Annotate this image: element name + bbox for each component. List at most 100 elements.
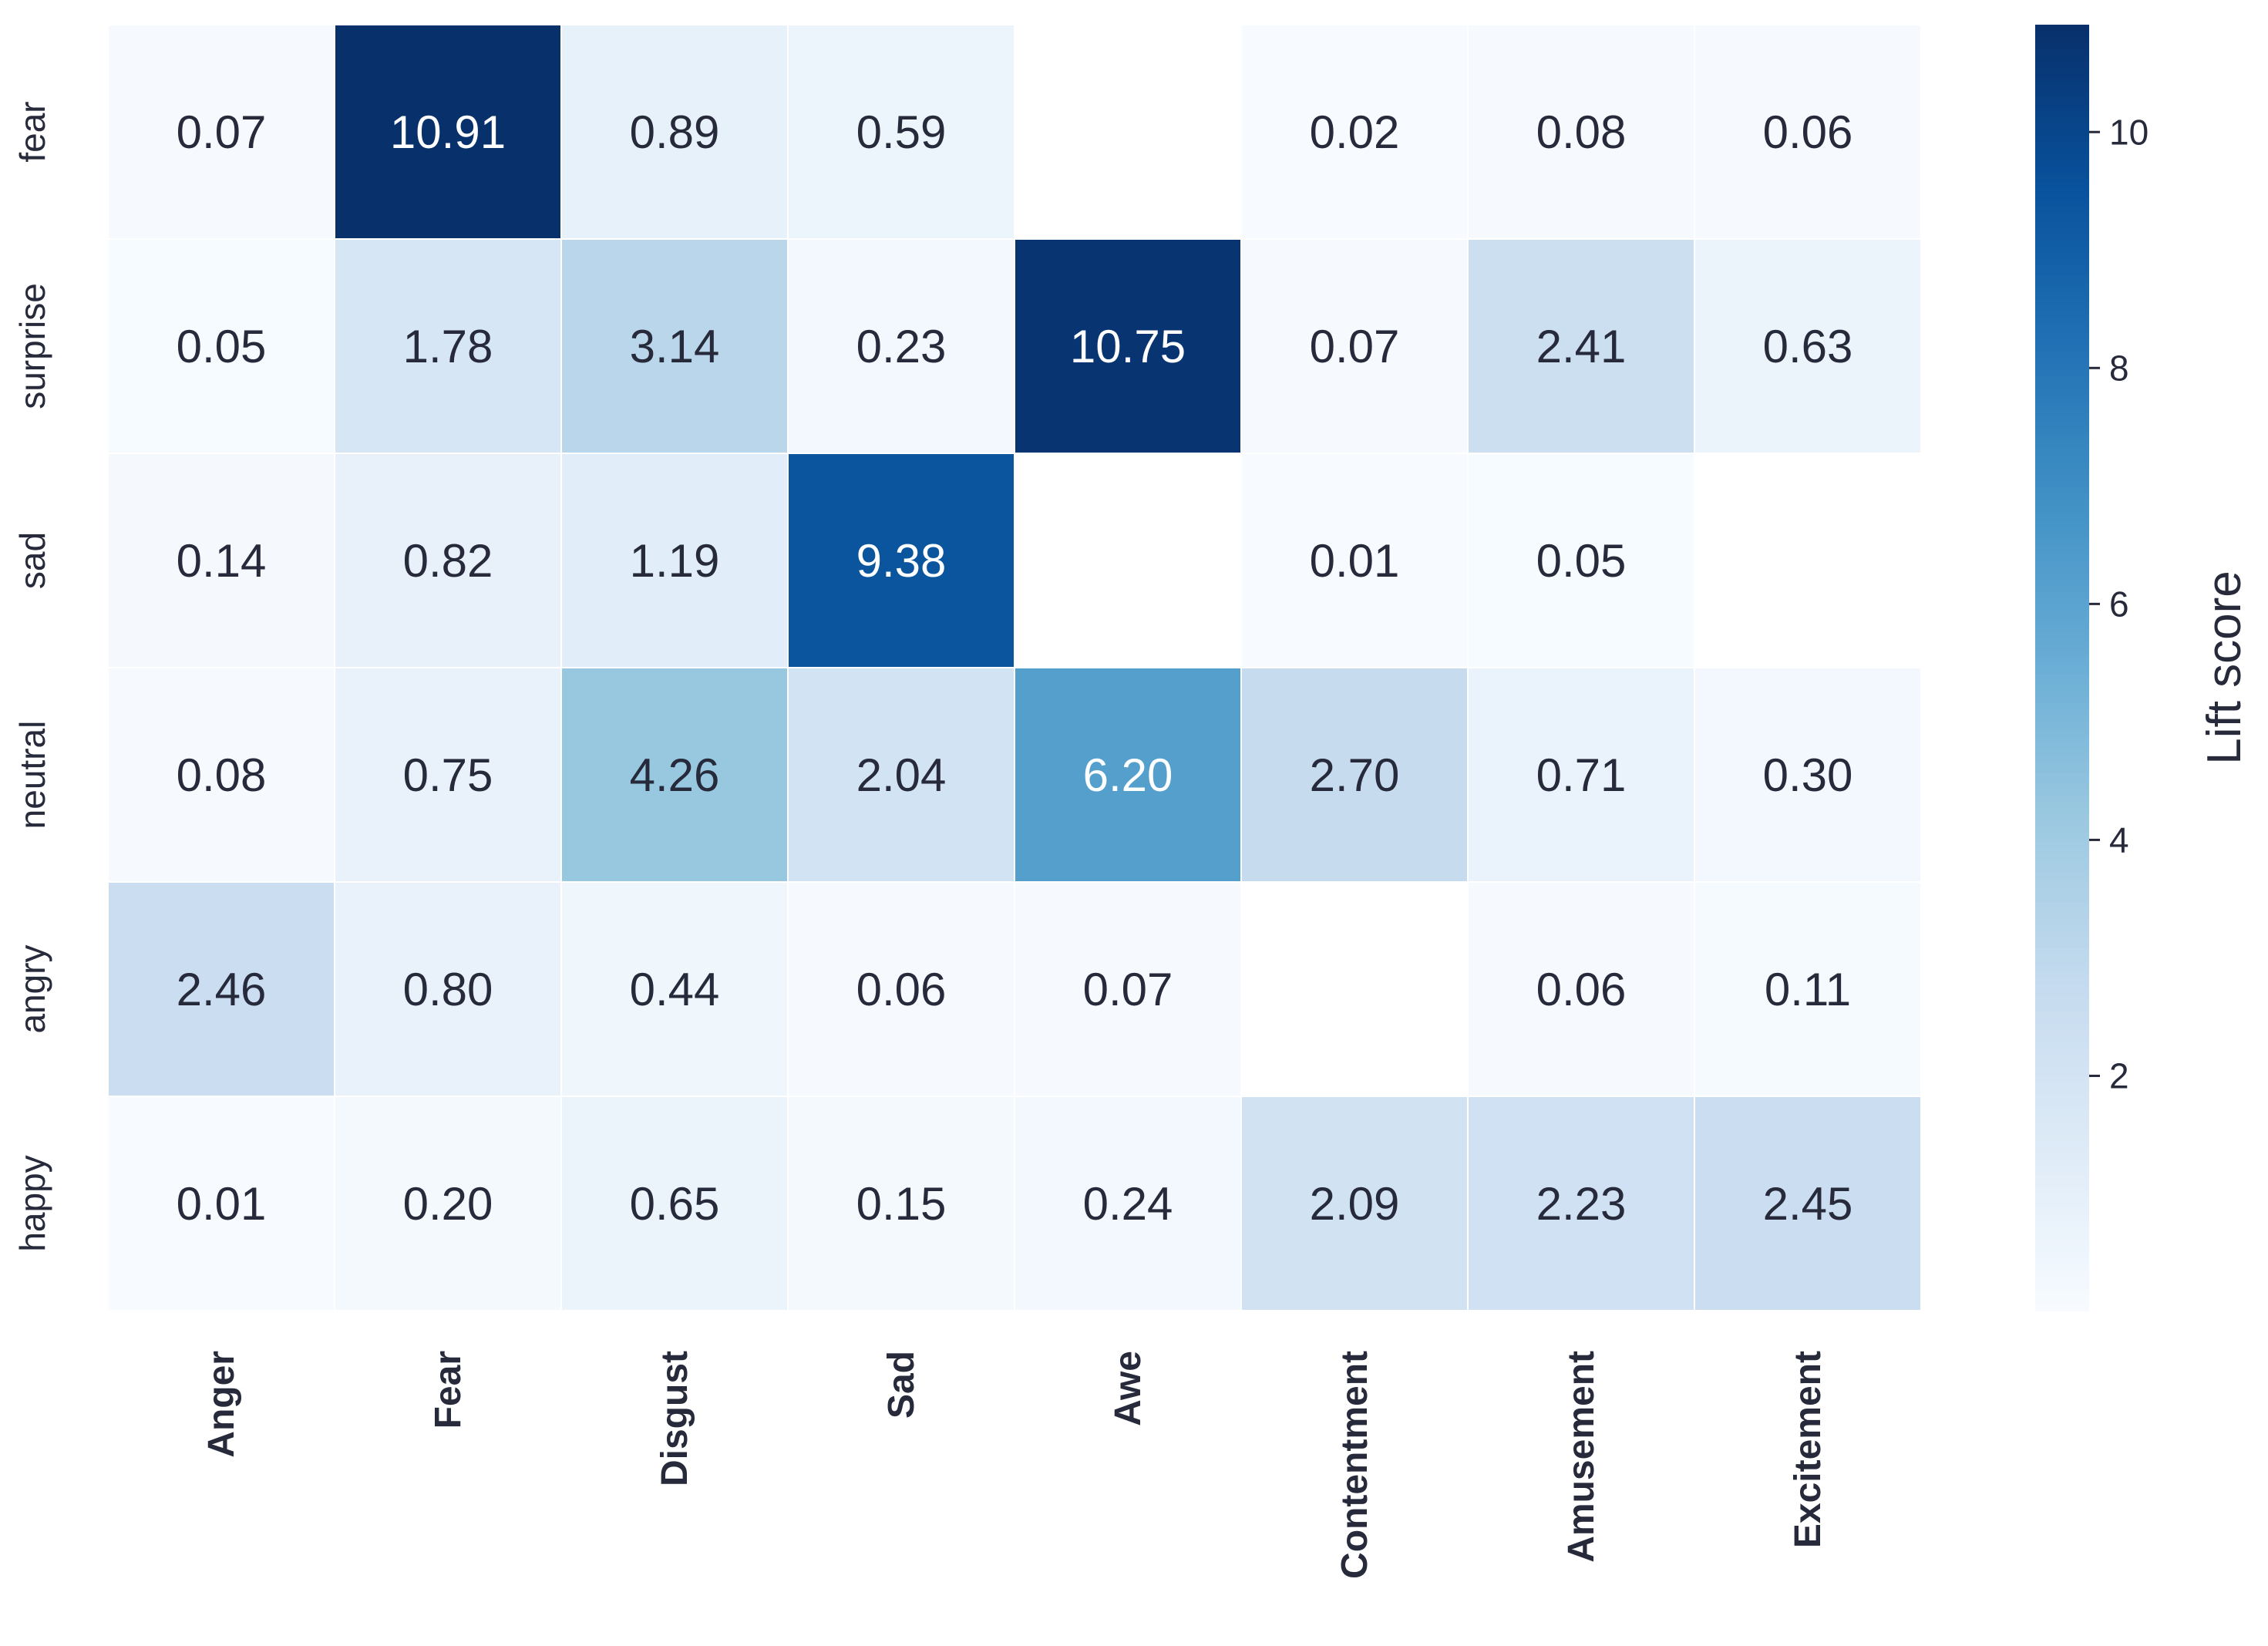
colorbar-segment <box>2035 1293 2089 1300</box>
colorbar-segment <box>2035 153 2089 160</box>
colorbar-segment <box>2035 498 2089 505</box>
colorbar-segment <box>2035 1182 2089 1189</box>
colorbar-segment <box>2035 655 2089 663</box>
colorbar-segment <box>2035 948 2089 955</box>
heatmap-cell <box>1467 238 1695 454</box>
colorbar-segment <box>2035 123 2089 131</box>
colorbar-segment <box>2035 457 2089 464</box>
heatmap-cell <box>334 881 562 1097</box>
heatmap-cell <box>1240 24 1469 240</box>
colorbar-segment <box>2035 779 2089 786</box>
cell-value-label: 0.05 <box>177 321 267 372</box>
cell-value-label: 0.75 <box>403 749 493 801</box>
colorbar-segment <box>2035 644 2089 651</box>
colorbar-segment <box>2035 293 2089 301</box>
row-labels: fear surprise sad neutral angry happy <box>12 101 52 1251</box>
colorbar-segment <box>2035 492 2089 500</box>
colorbar-segment <box>2035 474 2089 482</box>
colorbar-segment <box>2035 709 2089 715</box>
colorbar-segment <box>2035 931 2089 937</box>
colorbar-segment <box>2035 136 2089 143</box>
colorbar-segment <box>2035 53 2089 61</box>
cell-value-label: 1.78 <box>403 321 493 372</box>
colorbar-segment <box>2035 989 2089 996</box>
colorbar-segment <box>2035 714 2089 722</box>
heatmap-cell <box>1014 238 1242 454</box>
colorbar-segment <box>2035 720 2089 727</box>
colorbar-segment <box>2035 650 2089 657</box>
colorbar-segment <box>2035 773 2089 780</box>
row-label-surprise: surprise <box>12 283 52 409</box>
colorbar-segment <box>2035 1170 2089 1177</box>
colorbar-segment <box>2035 1076 2089 1084</box>
colorbar-segment <box>2035 334 2089 342</box>
colorbar-segment <box>2035 820 2089 826</box>
colorbar-segment <box>2035 211 2089 219</box>
colorbar-segment <box>2035 1065 2089 1072</box>
colorbar-segment <box>2035 164 2089 172</box>
colorbar-segment <box>2035 200 2089 207</box>
colorbar-segment <box>2035 276 2089 283</box>
colorbar-segment <box>2035 159 2089 166</box>
colorbar-segment <box>2035 25 2089 32</box>
colorbar-segment <box>2035 1164 2089 1172</box>
colorbar-segment <box>2035 539 2089 546</box>
row-label-neutral: neutral <box>12 721 52 830</box>
colorbar-segment <box>2035 1024 2089 1032</box>
column-label-contentment: Contentment <box>1334 1351 1375 1579</box>
colorbar-segment <box>2035 965 2089 973</box>
cell-value-label: 0.07 <box>177 106 267 158</box>
colorbar-segment <box>2035 1094 2089 1102</box>
heatmap-cell <box>1240 667 1469 883</box>
colorbar-segment <box>2035 1006 2089 1014</box>
cell-value-label: 0.80 <box>403 964 493 1015</box>
colorbar-segment <box>2035 1012 2089 1019</box>
colorbar-segment <box>2035 1146 2089 1154</box>
colorbar-segment <box>2035 813 2089 821</box>
colorbar-segment <box>2035 428 2089 435</box>
colorbar-segment <box>2035 1281 2089 1288</box>
colorbar-segment <box>2035 802 2089 809</box>
colorbar-segment <box>2035 404 2089 412</box>
cell-value-label: 0.06 <box>1536 964 1627 1015</box>
cell-value-label: 3.14 <box>630 321 720 372</box>
colorbar-segment <box>2035 673 2089 681</box>
colorbar-segment <box>2035 1018 2089 1025</box>
colorbar-segment <box>2035 1082 2089 1089</box>
colorbar-segment <box>2035 89 2089 96</box>
colorbar-segment <box>2035 1053 2089 1060</box>
cell-value-label: 0.65 <box>630 1178 720 1230</box>
cell-value-label: 9.38 <box>856 535 947 587</box>
cell-value-label: 0.06 <box>856 964 947 1015</box>
cell-value-label: 0.63 <box>1763 321 1853 372</box>
colorbar-segment <box>2035 392 2089 400</box>
colorbar-segment <box>2035 118 2089 125</box>
colorbar-segment <box>2035 685 2089 692</box>
colorbar-segment <box>2035 679 2089 686</box>
colorbar-segment <box>2035 59 2089 67</box>
colorbar-segment <box>2035 1211 2089 1218</box>
colorbar-segment <box>2035 1234 2089 1242</box>
colorbar-segment <box>2035 755 2089 762</box>
colorbar-segment <box>2035 807 2089 815</box>
colorbar-segment <box>2035 375 2089 382</box>
colorbar-segment <box>2035 1153 2089 1160</box>
colorbar-segment <box>2035 568 2089 575</box>
cell-value-label: 0.24 <box>1083 1178 1173 1230</box>
colorbar-segment <box>2035 766 2089 774</box>
colorbar-tick-label: 2 <box>2109 1055 2129 1096</box>
heatmap-cell <box>1467 667 1695 883</box>
colorbar-segment <box>2035 1223 2089 1230</box>
colorbar-segment <box>2035 305 2089 312</box>
colorbar-segment <box>2035 71 2089 79</box>
colorbar-segment <box>2035 410 2089 417</box>
colorbar-segment <box>2035 100 2089 108</box>
colorbar-segment <box>2035 317 2089 324</box>
heatmap-cell <box>1694 238 1922 454</box>
colorbar-segment <box>2035 112 2089 119</box>
cell-value-label: 2.04 <box>856 749 947 801</box>
heatmap-cell <box>334 1096 562 1311</box>
colorbar-segment <box>2035 550 2089 557</box>
colorbar-segment <box>2035 977 2089 985</box>
